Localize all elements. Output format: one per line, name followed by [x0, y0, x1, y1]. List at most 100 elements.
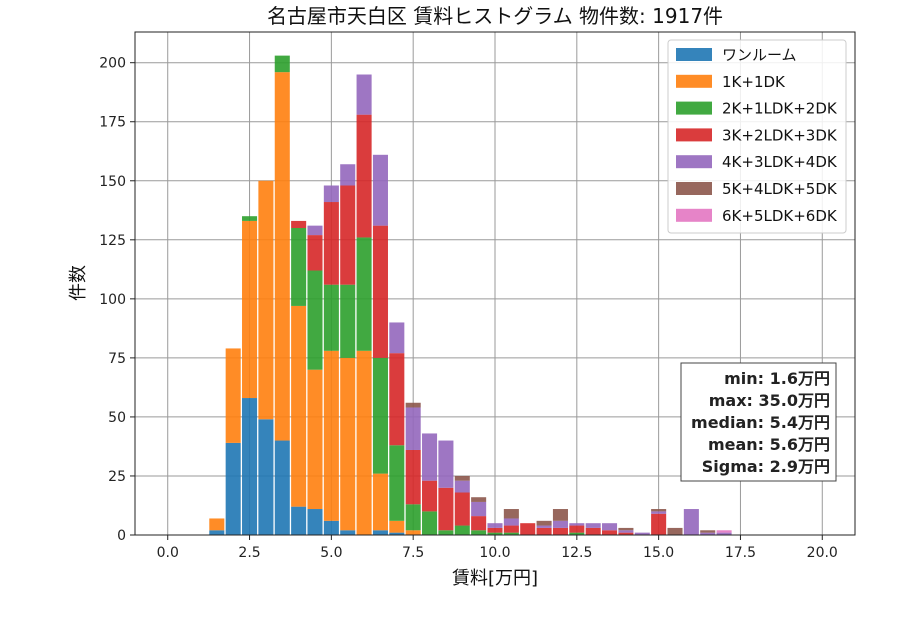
bar-segment: [422, 433, 438, 481]
bar-segment: [340, 185, 356, 285]
legend-swatch: [676, 128, 712, 142]
bar-segment: [503, 532, 519, 535]
bar-segment: [585, 527, 601, 535]
y-tick-label: 100: [99, 292, 126, 308]
bar-segment: [454, 492, 470, 526]
legend-label: 6K+5LDK+6DK: [722, 207, 838, 225]
bar-segment: [634, 532, 650, 535]
stats-box: min: 1.6万円 max: 35.0万円 median: 5.4万円 mean: …: [680, 362, 837, 482]
bar-segment: [602, 523, 618, 531]
bar-segment: [552, 509, 568, 521]
bar-segment: [569, 532, 585, 535]
bar-segment: [700, 532, 716, 535]
bar-segment: [242, 220, 258, 399]
bar-segment: [536, 525, 552, 528]
legend: ワンルーム 1K+1DK 2K+1LDK+2DK 3K+2LDK+3DK 4K+3LDK…: [667, 39, 847, 234]
bar-segment: [454, 475, 470, 481]
bar-segment: [372, 154, 388, 226]
bar-segment: [569, 523, 585, 526]
x-tick-label: 7.5: [402, 545, 424, 561]
bar-segment: [389, 322, 405, 354]
legend-items: ワンルーム 1K+1DK 2K+1LDK+2DK 3K+2LDK+3DK 4K+3LDK…: [676, 46, 838, 225]
bar-segment: [356, 114, 372, 238]
bar-segment: [372, 357, 388, 474]
stats-line: mean: 5.6万円: [708, 435, 830, 454]
bar-segment: [307, 369, 323, 510]
x-tick-label: 5.0: [320, 545, 342, 561]
bar-segment: [585, 523, 601, 528]
bar-segment: [356, 350, 372, 535]
legend-box: [667, 39, 847, 234]
y-tick-label: 0: [117, 528, 126, 544]
bar-segment: [405, 530, 421, 535]
bar-segment: [471, 530, 487, 535]
bar-segment: [291, 506, 307, 535]
bar-segment: [323, 202, 339, 285]
bar-segment: [487, 527, 503, 533]
legend-item: 6K+5LDK+6DK: [676, 207, 838, 225]
bar-segment: [569, 525, 585, 533]
bar-segment: [372, 473, 388, 531]
bar-segment: [602, 530, 618, 535]
bar-segment: [258, 419, 274, 535]
bar-segment: [438, 440, 454, 488]
stats-frame: [680, 362, 837, 482]
chart-title: 名古屋市天白区 賃料ヒストグラム 物件数: 1917件: [267, 4, 723, 28]
bar-segment: [405, 407, 421, 450]
legend-item: 1K+1DK: [676, 73, 786, 91]
x-axis-title: 賃料[万円]: [452, 568, 538, 589]
bar-segment: [209, 530, 225, 535]
bar-segment: [503, 509, 519, 519]
y-tick-label: 25: [108, 469, 126, 485]
bar-segment: [471, 501, 487, 517]
bar-segment: [520, 523, 536, 535]
bar-segment: [372, 225, 388, 358]
bar-segment: [274, 440, 290, 535]
bar-segment: [389, 532, 405, 535]
bar-segment: [651, 513, 667, 535]
bar-segment: [454, 480, 470, 493]
bar-segment: [258, 180, 274, 420]
bar-segment: [307, 225, 323, 236]
bar-segment: [356, 237, 372, 351]
legend-label: 4K+3LDK+4DK: [722, 153, 838, 171]
bar-segment: [340, 284, 356, 358]
bar-segment: [536, 520, 552, 526]
x-axis-ticks: 0.0 2.5 5.0 7.5 10.0 12.5 15.0 17.5 20.0: [157, 535, 838, 561]
legend-item: 5K+4LDK+5DK: [676, 180, 838, 198]
bar-segment: [356, 74, 372, 115]
stats-line: min: 1.6万円: [724, 369, 830, 388]
bar-segment: [225, 348, 241, 443]
bar-segment: [389, 353, 405, 446]
y-tick-label: 75: [108, 351, 126, 367]
y-axis-ticks: 0 25 50 75 100 125 150 175 200: [99, 56, 135, 544]
y-axis-title: 件数: [68, 265, 89, 301]
bar-segment: [683, 509, 699, 535]
legend-item: ワンルーム: [676, 46, 797, 64]
x-tick-label: 15.0: [643, 545, 674, 561]
bar-segment: [340, 164, 356, 186]
legend-item: 4K+3LDK+4DK: [676, 153, 838, 171]
bar-segment: [291, 220, 307, 229]
y-tick-label: 150: [99, 174, 126, 190]
bar-segment: [651, 511, 667, 514]
legend-label: 3K+2LDK+3DK: [722, 126, 838, 144]
legend-swatch: [676, 74, 712, 88]
bars-group: [209, 55, 732, 535]
bar-segment: [307, 509, 323, 535]
bar-segment: [503, 518, 519, 526]
bar-segment: [716, 532, 732, 535]
bar-segment: [340, 530, 356, 535]
legend-swatch: [676, 208, 712, 222]
bar-segment: [405, 449, 421, 505]
bar-segment: [389, 520, 405, 533]
bar-segment: [372, 530, 388, 535]
bar-segment: [323, 520, 339, 535]
bar-segment: [471, 516, 487, 531]
bar-segment: [438, 487, 454, 531]
bar-segment: [700, 530, 716, 533]
x-tick-label: 2.5: [238, 545, 260, 561]
bar-segment: [552, 527, 568, 535]
